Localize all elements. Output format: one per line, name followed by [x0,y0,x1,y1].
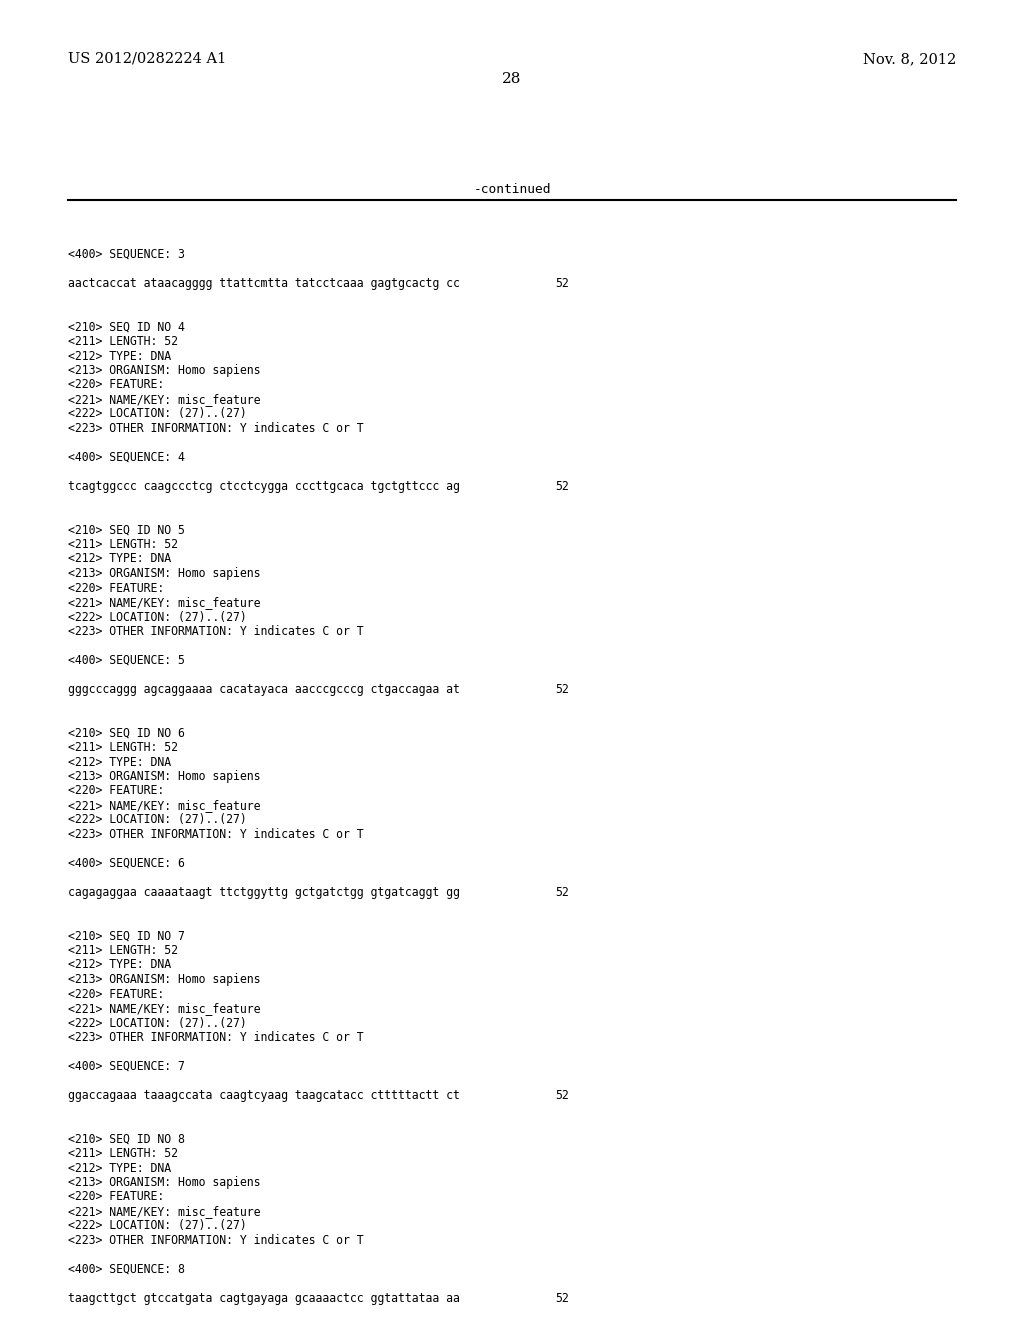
Text: <210> SEQ ID NO 4: <210> SEQ ID NO 4 [68,321,185,334]
Text: <212> TYPE: DNA: <212> TYPE: DNA [68,350,171,363]
Text: <213> ORGANISM: Homo sapiens: <213> ORGANISM: Homo sapiens [68,364,260,378]
Text: 52: 52 [555,1089,568,1102]
Text: <222> LOCATION: (27)..(27): <222> LOCATION: (27)..(27) [68,1220,247,1233]
Text: Nov. 8, 2012: Nov. 8, 2012 [863,51,956,66]
Text: <211> LENGTH: 52: <211> LENGTH: 52 [68,335,178,348]
Text: <212> TYPE: DNA: <212> TYPE: DNA [68,553,171,565]
Text: <213> ORGANISM: Homo sapiens: <213> ORGANISM: Homo sapiens [68,770,260,783]
Text: <220> FEATURE:: <220> FEATURE: [68,582,164,594]
Text: <212> TYPE: DNA: <212> TYPE: DNA [68,1162,171,1175]
Text: aactcaccat ataacagggg ttattcmtta tatcctcaaa gagtgcactg cc: aactcaccat ataacagggg ttattcmtta tatcctc… [68,277,460,290]
Text: cagagaggaa caaaataagt ttctggyttg gctgatctgg gtgatcaggt gg: cagagaggaa caaaataagt ttctggyttg gctgatc… [68,886,460,899]
Text: <222> LOCATION: (27)..(27): <222> LOCATION: (27)..(27) [68,1016,247,1030]
Text: <400> SEQUENCE: 5: <400> SEQUENCE: 5 [68,653,185,667]
Text: <212> TYPE: DNA: <212> TYPE: DNA [68,755,171,768]
Text: <223> OTHER INFORMATION: Y indicates C or T: <223> OTHER INFORMATION: Y indicates C o… [68,1031,364,1044]
Text: 52: 52 [555,277,568,290]
Text: ggaccagaaa taaagccata caagtcyaag taagcatacc ctttttactt ct: ggaccagaaa taaagccata caagtcyaag taagcat… [68,1089,460,1102]
Text: <223> OTHER INFORMATION: Y indicates C or T: <223> OTHER INFORMATION: Y indicates C o… [68,624,364,638]
Text: -continued: -continued [473,183,551,195]
Text: 28: 28 [503,73,521,86]
Text: <400> SEQUENCE: 3: <400> SEQUENCE: 3 [68,248,185,261]
Text: <210> SEQ ID NO 6: <210> SEQ ID NO 6 [68,726,185,739]
Text: <211> LENGTH: 52: <211> LENGTH: 52 [68,539,178,550]
Text: <212> TYPE: DNA: <212> TYPE: DNA [68,958,171,972]
Text: <221> NAME/KEY: misc_feature: <221> NAME/KEY: misc_feature [68,1002,260,1015]
Text: <400> SEQUENCE: 7: <400> SEQUENCE: 7 [68,1060,185,1073]
Text: <210> SEQ ID NO 8: <210> SEQ ID NO 8 [68,1133,185,1146]
Text: <213> ORGANISM: Homo sapiens: <213> ORGANISM: Homo sapiens [68,973,260,986]
Text: <400> SEQUENCE: 4: <400> SEQUENCE: 4 [68,451,185,465]
Text: <222> LOCATION: (27)..(27): <222> LOCATION: (27)..(27) [68,813,247,826]
Text: <400> SEQUENCE: 6: <400> SEQUENCE: 6 [68,857,185,870]
Text: <220> FEATURE:: <220> FEATURE: [68,987,164,1001]
Text: <211> LENGTH: 52: <211> LENGTH: 52 [68,1147,178,1160]
Text: <222> LOCATION: (27)..(27): <222> LOCATION: (27)..(27) [68,408,247,421]
Text: <221> NAME/KEY: misc_feature: <221> NAME/KEY: misc_feature [68,799,260,812]
Text: <223> OTHER INFORMATION: Y indicates C or T: <223> OTHER INFORMATION: Y indicates C o… [68,422,364,436]
Text: <210> SEQ ID NO 5: <210> SEQ ID NO 5 [68,524,185,536]
Text: <223> OTHER INFORMATION: Y indicates C or T: <223> OTHER INFORMATION: Y indicates C o… [68,828,364,841]
Text: <400> SEQUENCE: 8: <400> SEQUENCE: 8 [68,1263,185,1276]
Text: <210> SEQ ID NO 7: <210> SEQ ID NO 7 [68,929,185,942]
Text: taagcttgct gtccatgata cagtgayaga gcaaaactcc ggtattataa aa: taagcttgct gtccatgata cagtgayaga gcaaaac… [68,1292,460,1305]
Text: <213> ORGANISM: Homo sapiens: <213> ORGANISM: Homo sapiens [68,568,260,579]
Text: <223> OTHER INFORMATION: Y indicates C or T: <223> OTHER INFORMATION: Y indicates C o… [68,1234,364,1247]
Text: <220> FEATURE:: <220> FEATURE: [68,784,164,797]
Text: 52: 52 [555,480,568,492]
Text: <221> NAME/KEY: misc_feature: <221> NAME/KEY: misc_feature [68,1205,260,1218]
Text: US 2012/0282224 A1: US 2012/0282224 A1 [68,51,226,66]
Text: <220> FEATURE:: <220> FEATURE: [68,379,164,392]
Text: <211> LENGTH: 52: <211> LENGTH: 52 [68,944,178,957]
Text: <221> NAME/KEY: misc_feature: <221> NAME/KEY: misc_feature [68,597,260,609]
Text: <211> LENGTH: 52: <211> LENGTH: 52 [68,741,178,754]
Text: <222> LOCATION: (27)..(27): <222> LOCATION: (27)..(27) [68,610,247,623]
Text: 52: 52 [555,886,568,899]
Text: <221> NAME/KEY: misc_feature: <221> NAME/KEY: misc_feature [68,393,260,407]
Text: 52: 52 [555,1292,568,1305]
Text: <213> ORGANISM: Homo sapiens: <213> ORGANISM: Homo sapiens [68,1176,260,1189]
Text: tcagtggccc caagccctcg ctcctcygga cccttgcaca tgctgttccc ag: tcagtggccc caagccctcg ctcctcygga cccttgc… [68,480,460,492]
Text: gggcccaggg agcaggaaaa cacatayaca aacccgcccg ctgaccagaa at: gggcccaggg agcaggaaaa cacatayaca aacccgc… [68,682,460,696]
Text: 52: 52 [555,682,568,696]
Text: <220> FEATURE:: <220> FEATURE: [68,1191,164,1204]
